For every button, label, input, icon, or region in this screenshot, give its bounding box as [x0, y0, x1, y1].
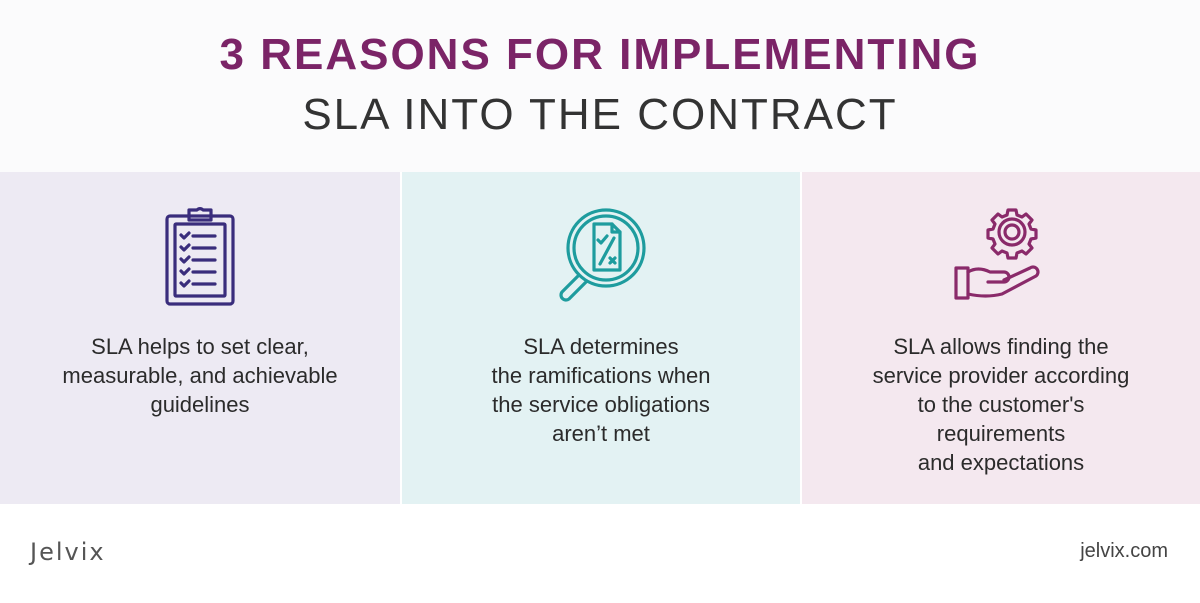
header: 3 REASONS FOR IMPLEMENTING SLA INTO THE …	[0, 0, 1200, 172]
site-url[interactable]: jelvix.com	[1080, 540, 1168, 562]
reason-text-2: SLA determines the ramifications when th…	[491, 334, 711, 446]
reason-text-3: SLA allows finding the service provider …	[872, 334, 1130, 475]
footer: Jelvix jelvix.com	[0, 504, 1200, 603]
reason-panel-2: SLA determines the ramifications when th…	[400, 172, 800, 504]
magnifier-document-icon	[559, 208, 646, 302]
jelvix-logo: Jelvix	[30, 538, 106, 566]
reason-panel-3: SLA allows finding the service provider …	[800, 172, 1200, 504]
reason-panel-1: SLA helps to set clear, measurable, and …	[0, 172, 400, 504]
title-line-1: 3 REASONS FOR IMPLEMENTING	[219, 30, 981, 79]
gear-on-hand-icon	[954, 208, 1040, 300]
reasons-panels: SLA helps to set clear, measurable, and …	[0, 172, 1200, 504]
reason-text-1: SLA helps to set clear, measurable, and …	[62, 334, 338, 417]
clipboard-checklist-icon	[165, 207, 235, 306]
title-line-2: SLA INTO THE CONTRACT	[302, 90, 898, 139]
